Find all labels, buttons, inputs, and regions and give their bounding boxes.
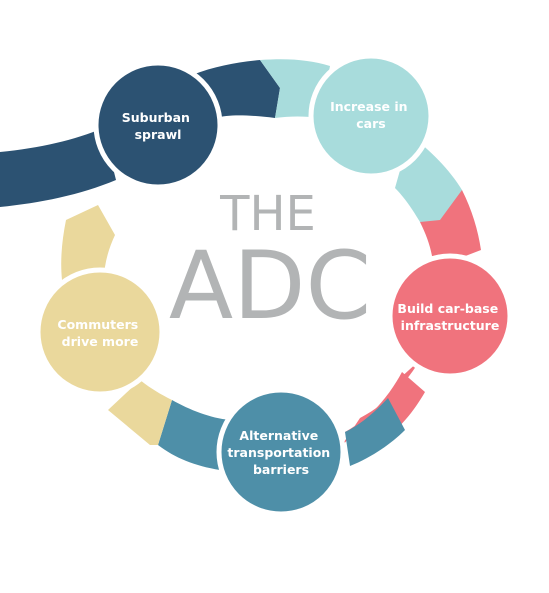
- node-cars-line2: cars: [356, 116, 385, 131]
- node-infra-line1: Build car-base: [397, 301, 498, 316]
- node-barriers-line1: Alternative: [239, 428, 318, 443]
- arrow-suburban-tail: [0, 128, 116, 207]
- node-suburban-sprawl: Suburban sprawl: [93, 60, 223, 190]
- svg-text:Increase in cars: Increase in cars: [330, 99, 412, 131]
- arrow-commuters-to-suburban: [61, 205, 115, 280]
- arrow-barriers-to-commuters: [158, 400, 230, 470]
- node-commuters-line1: Commuters: [57, 317, 138, 332]
- node-commuters-drive-more: Commuters drive more: [35, 267, 165, 397]
- arrow-into-infra: [420, 190, 481, 260]
- node-infra-line2: infrastructure: [401, 318, 500, 333]
- svg-text:Suburban sprawl: Suburban sprawl: [122, 110, 195, 142]
- svg-text:Alternative transportati: Alternative transportation barriers: [227, 428, 334, 477]
- svg-text:Commuters drive more: Commuters drive more: [57, 317, 142, 349]
- node-commuters-line2: drive more: [62, 334, 139, 349]
- node-increase-in-cars: Increase in cars: [308, 53, 434, 179]
- arrow-into-commuters: [108, 380, 172, 445]
- svg-text:Build car-base infrastru: Build car-base infrastructure: [397, 301, 502, 333]
- node-suburban-line1: Suburban: [122, 110, 190, 125]
- node-barriers-line3: barriers: [253, 462, 309, 477]
- diagram-title-line1: THE: [219, 186, 316, 242]
- node-cars-line1: Increase in: [330, 99, 408, 114]
- node-alternative-barriers: Alternative transportation barriers: [216, 387, 346, 517]
- arrow-into-barriers: [345, 398, 405, 466]
- node-suburban-line2: sprawl: [135, 127, 182, 142]
- diagram-title-line2: ADC: [169, 232, 371, 341]
- node-build-infrastructure: Build car-base infrastructure: [387, 253, 513, 379]
- node-barriers-line2: transportation: [227, 445, 330, 460]
